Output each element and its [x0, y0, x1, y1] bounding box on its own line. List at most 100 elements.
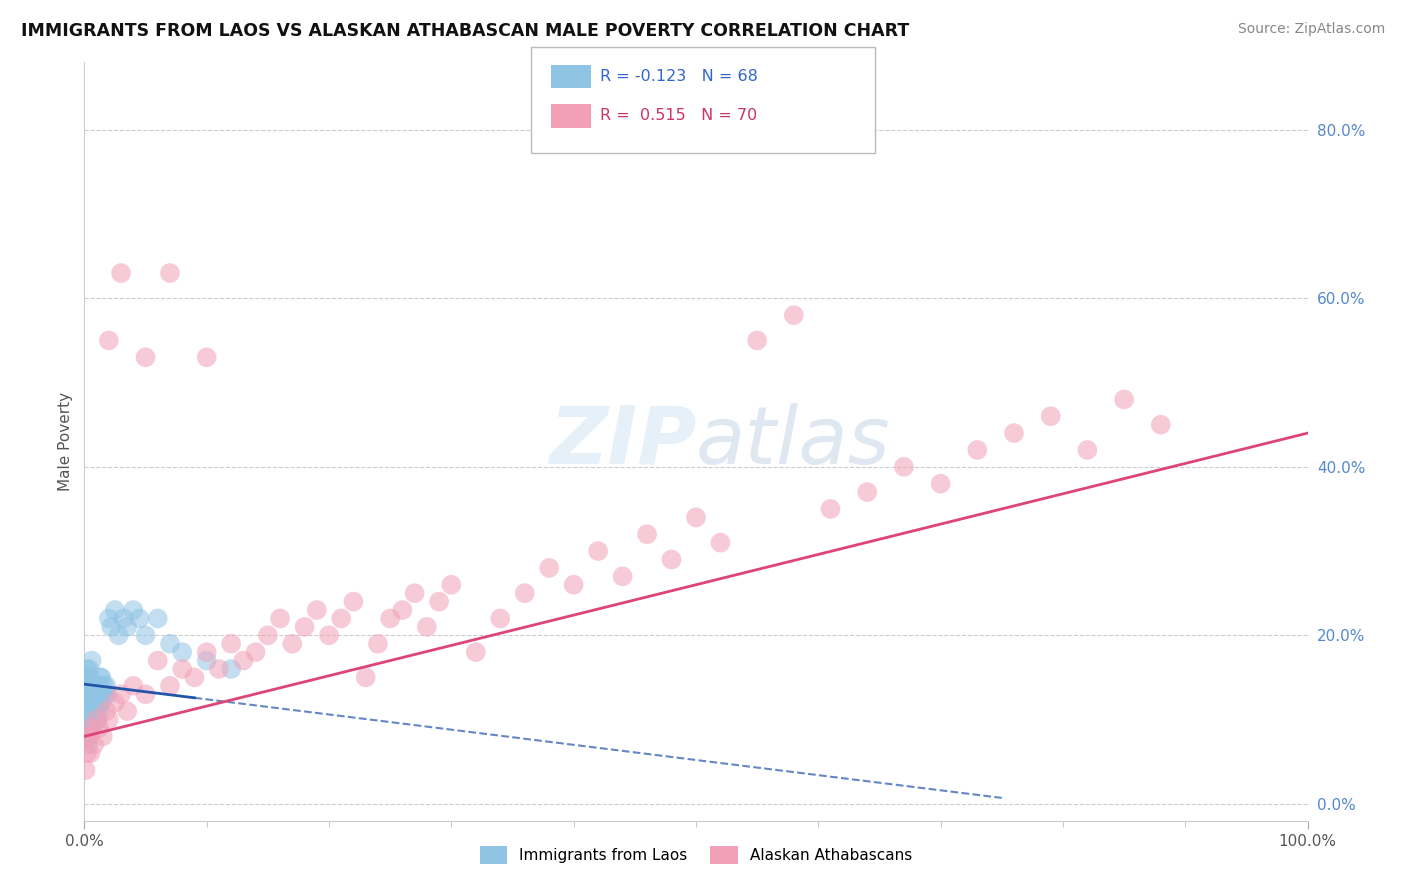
Point	[112, 611, 135, 625]
Point	[820, 502, 842, 516]
Point	[122, 679, 145, 693]
Point	[75, 763, 97, 777]
Point	[135, 628, 157, 642]
Point	[87, 721, 110, 735]
Point	[195, 351, 218, 365]
Point	[269, 611, 291, 625]
Point	[80, 704, 103, 718]
Point	[159, 679, 181, 693]
Point	[86, 713, 108, 727]
Point	[76, 679, 98, 693]
Y-axis label: Male Poverty: Male Poverty	[58, 392, 73, 491]
Point	[195, 645, 218, 659]
Point	[77, 713, 100, 727]
Point	[89, 670, 111, 684]
Point	[219, 662, 242, 676]
Point	[79, 704, 101, 718]
Point	[661, 552, 683, 566]
Text: atlas: atlas	[696, 402, 891, 481]
Point	[79, 721, 101, 735]
Point	[77, 730, 100, 744]
Point	[79, 746, 101, 760]
Point	[75, 687, 97, 701]
Point	[115, 704, 138, 718]
Point	[77, 696, 100, 710]
Point	[245, 645, 267, 659]
Point	[75, 713, 97, 727]
Point	[636, 527, 658, 541]
Point	[856, 485, 879, 500]
Point	[1076, 442, 1098, 457]
Point	[77, 696, 100, 710]
Point	[146, 611, 169, 625]
Point	[75, 696, 97, 710]
Point	[709, 535, 731, 549]
Point	[159, 266, 181, 280]
Point	[1114, 392, 1136, 407]
Point	[80, 679, 103, 693]
Point	[1002, 426, 1025, 441]
Point	[208, 662, 231, 676]
Point	[91, 730, 114, 744]
Point	[97, 687, 120, 701]
Point	[929, 476, 952, 491]
Point	[84, 704, 107, 718]
Point	[87, 704, 110, 718]
Point	[305, 603, 328, 617]
Point	[84, 687, 107, 701]
Point	[489, 611, 512, 625]
Text: R =  0.515   N = 70: R = 0.515 N = 70	[600, 109, 758, 123]
Point	[195, 654, 218, 668]
Point	[183, 670, 205, 684]
Point	[135, 351, 157, 365]
Point	[86, 713, 108, 727]
Point	[82, 713, 104, 727]
Point	[110, 266, 132, 280]
Text: IMMIGRANTS FROM LAOS VS ALASKAN ATHABASCAN MALE POVERTY CORRELATION CHART: IMMIGRANTS FROM LAOS VS ALASKAN ATHABASC…	[21, 22, 910, 40]
Point	[427, 594, 450, 608]
Point	[104, 696, 127, 710]
Point	[89, 696, 111, 710]
Point	[391, 603, 413, 617]
Point	[747, 334, 769, 348]
Point	[76, 704, 98, 718]
Point	[93, 679, 115, 693]
Point	[77, 730, 100, 744]
Text: ZIP: ZIP	[548, 402, 696, 481]
Point	[82, 679, 104, 693]
Point	[87, 687, 110, 701]
Point	[83, 738, 105, 752]
Point	[1150, 417, 1173, 432]
Legend: Immigrants from Laos, Alaskan Athabascans: Immigrants from Laos, Alaskan Athabascan…	[474, 840, 918, 870]
Point	[86, 696, 108, 710]
Point	[76, 687, 98, 701]
Point	[83, 679, 105, 693]
Point	[318, 628, 340, 642]
Point	[77, 721, 100, 735]
Point	[76, 730, 98, 744]
Point	[440, 578, 463, 592]
Point	[87, 713, 110, 727]
Point	[82, 696, 104, 710]
Point	[77, 662, 100, 676]
Point	[76, 696, 98, 710]
Point	[96, 704, 118, 718]
Point	[612, 569, 634, 583]
Point	[80, 721, 103, 735]
Point	[77, 730, 100, 744]
Point	[122, 603, 145, 617]
Point	[893, 459, 915, 474]
Point	[115, 620, 138, 634]
Point	[97, 334, 120, 348]
Point	[80, 654, 103, 668]
Point	[380, 611, 402, 625]
Point	[342, 594, 364, 608]
Point	[367, 637, 389, 651]
Point	[146, 654, 169, 668]
Point	[219, 637, 242, 651]
Point	[76, 713, 98, 727]
Point	[172, 662, 194, 676]
Point	[783, 308, 806, 322]
Point	[96, 679, 118, 693]
Point	[79, 670, 101, 684]
